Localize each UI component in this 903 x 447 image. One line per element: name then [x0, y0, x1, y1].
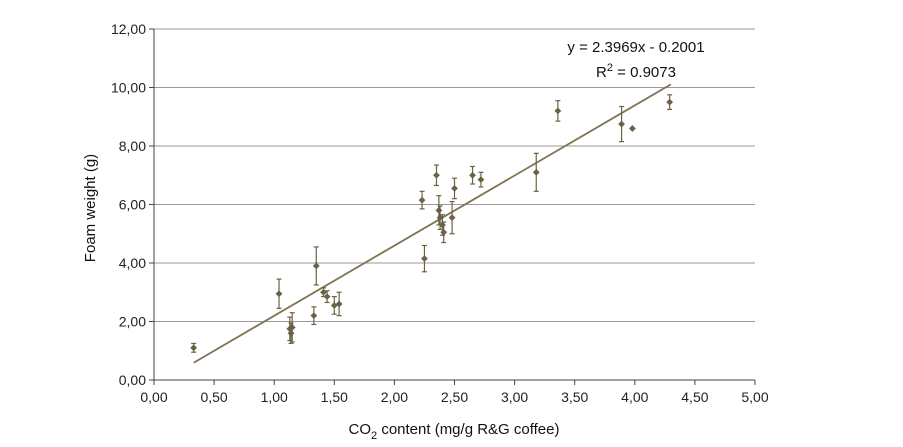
data-point — [469, 171, 476, 179]
data-point — [310, 312, 318, 320]
x-tick-label: 1,00 — [261, 389, 288, 405]
data-point — [323, 293, 331, 301]
x-tick-label: 4,00 — [621, 389, 648, 405]
y-tick-label: 12,00 — [111, 21, 146, 37]
r-squared-label: R2 = 0.9073 — [596, 62, 676, 81]
y-tick-label: 8,00 — [119, 138, 146, 154]
data-point — [436, 214, 444, 222]
y-tick-label: 2,00 — [119, 314, 146, 330]
x-tick-label: 2,50 — [441, 389, 468, 405]
data-point — [418, 196, 426, 204]
data-point — [320, 288, 327, 296]
y-tick-label: 10,00 — [111, 80, 146, 96]
tick-labels: 0,00 2,00 4,00 6,00 8,00 10,00 12,00 0,00 0,50 1,… — [111, 21, 769, 405]
x-tick-label: 2,00 — [381, 389, 408, 405]
equation-label: y = 2.3969x - 0.2001 — [567, 39, 704, 56]
x-tick-label: 3,00 — [501, 389, 528, 405]
data-point — [335, 300, 343, 308]
data-point — [275, 290, 283, 298]
data-point — [312, 262, 320, 270]
x-tick-label: 0,50 — [200, 389, 227, 405]
data-points — [190, 94, 674, 353]
data-point — [421, 255, 428, 263]
data-point — [286, 325, 294, 333]
data-point — [477, 176, 485, 184]
x-tick-label: 1,50 — [321, 389, 348, 405]
trendline — [193, 83, 672, 364]
x-tick-label: 4,50 — [681, 389, 708, 405]
data-point — [190, 344, 198, 352]
data-point — [554, 107, 562, 115]
gridlines — [154, 28, 755, 322]
data-point — [440, 228, 448, 236]
data-point — [288, 323, 296, 331]
x-tick-label: 3,50 — [561, 389, 588, 405]
y-tick-label: 4,00 — [119, 255, 146, 271]
data-point — [532, 168, 540, 176]
axes — [149, 28, 756, 385]
data-point — [448, 214, 456, 222]
x-tick-label: 0,00 — [140, 389, 167, 405]
trendline-group — [193, 83, 672, 364]
data-point — [666, 98, 674, 106]
data-point — [618, 120, 625, 128]
x-axis-title: CO2 content (mg/g R&G coffee) — [349, 421, 560, 442]
data-point — [628, 125, 636, 132]
y-axis-title: Foam weight (g) — [82, 154, 99, 262]
data-point — [451, 185, 458, 192]
data-point — [433, 171, 440, 179]
data-point — [435, 206, 443, 214]
y-tick-label: 6,00 — [119, 197, 146, 213]
y-tick-label: 0,00 — [119, 372, 146, 388]
x-tick-label: 5,00 — [741, 389, 768, 405]
